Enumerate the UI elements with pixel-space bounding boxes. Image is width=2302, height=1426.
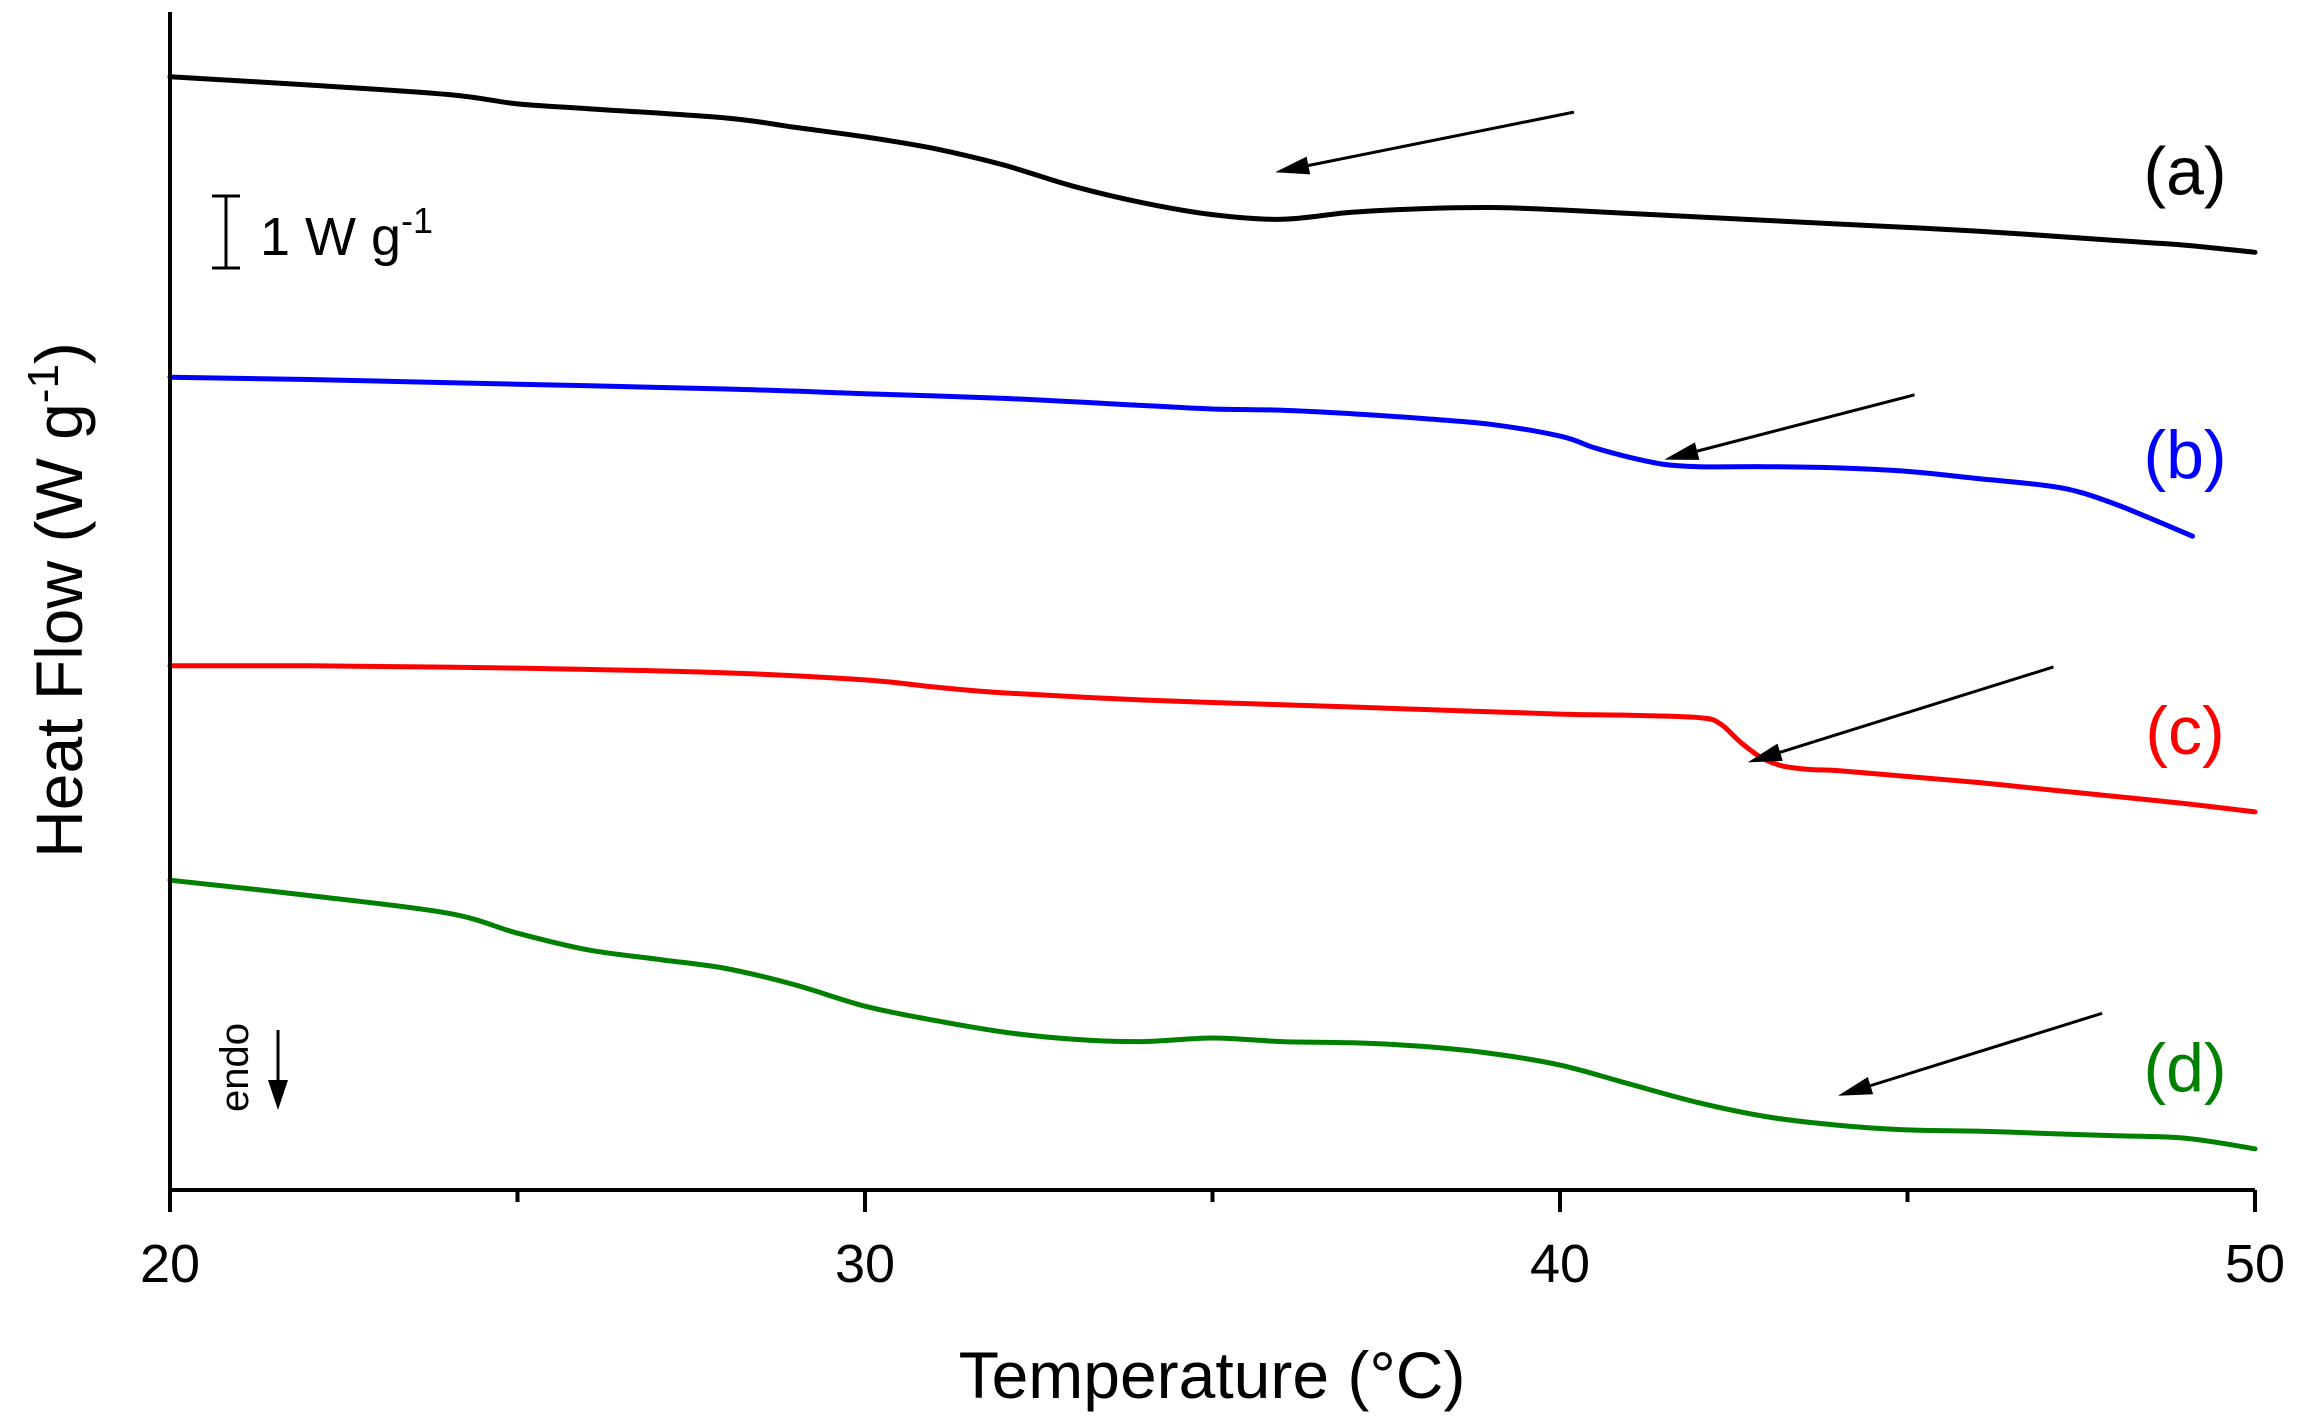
annotation-arrow-head [1664,442,1700,460]
x-tick-label: 30 [835,1234,895,1294]
endo-label: endo [213,1023,257,1112]
series-line-a [167,74,2258,255]
annotation-arrow-shaft [1696,393,1915,453]
y-axis-title-close: ) [22,342,96,364]
x-axis-title: Temperature (°C) [959,1338,1466,1412]
annotation-arrow-shaft [1870,1011,2103,1088]
scale-bar: 1 W g-1 [212,194,433,270]
annotation-arrow-head [1747,743,1783,763]
series-label-b: (b) [2143,417,2226,493]
series-line-c [167,663,2258,815]
series-label-a: (a) [2143,133,2226,209]
endo-indicator: endo [213,1023,288,1112]
annotation-arrow-head [1838,1077,1874,1096]
scale-bar-label-main: 1 W g [260,207,401,267]
x-tick-label: 20 [140,1234,200,1294]
y-axis-title-sup: -1 [19,364,68,403]
x-tick-label: 50 [2225,1234,2285,1294]
y-axis-title-main: Heat Flow (W g [22,403,96,858]
series-line-b [167,374,2195,539]
scale-bar-label: 1 W g-1 [260,200,433,267]
x-tick-label: 40 [1530,1234,1590,1294]
scale-bar-label-sup: -1 [401,200,433,241]
y-axis-title: Heat Flow (W g-1) [19,342,96,858]
annotation-arrow-head [1275,156,1311,175]
arrow-layer [1275,110,2103,1096]
series-label-d: (d) [2143,1030,2226,1106]
x-tick-layer: 20 30 40 50 [140,1190,2285,1294]
annotation-arrow-shaft [1308,110,1575,167]
annotation-arrow-shaft [1779,665,2054,754]
series-label-c: (c) [2145,693,2224,769]
series-layer: (a) (b) (c) (d) [167,74,2258,1152]
series-line-d [167,877,2258,1152]
endo-arrow-head [268,1080,288,1110]
